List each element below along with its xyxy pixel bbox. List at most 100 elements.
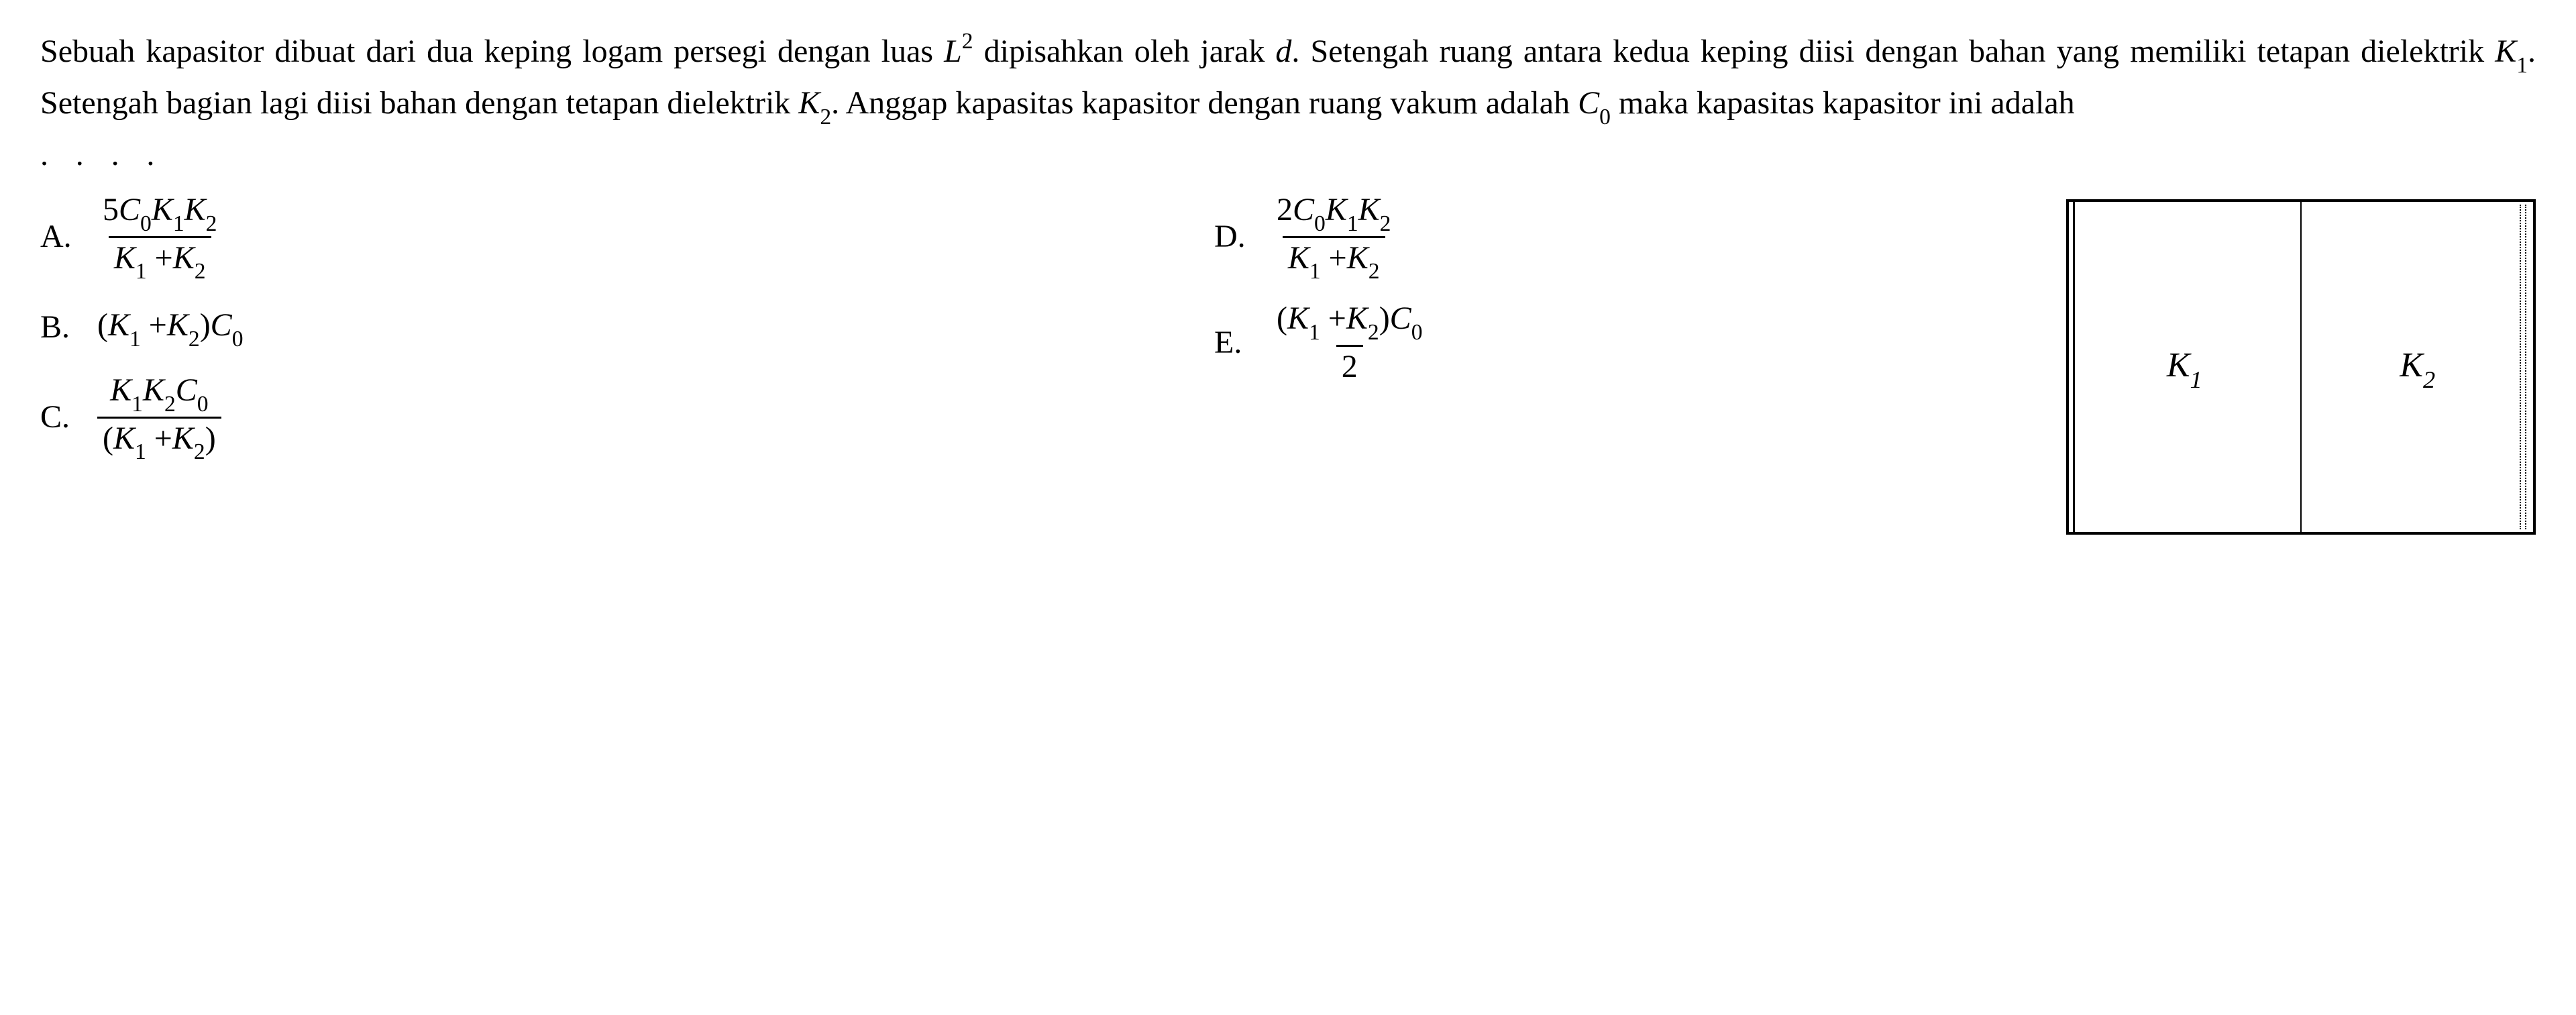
opt-D-num-2: 2 — [1277, 192, 1293, 227]
option-A-denominator: K1 +K2 — [109, 236, 211, 282]
var-L: L — [944, 34, 962, 69]
opt-B-C0-sub: 0 — [232, 327, 244, 352]
opt-D-den-plus: + — [1321, 240, 1347, 276]
capacitor-right-dotted-line-2 — [2525, 205, 2526, 529]
opt-C-den-K1: K — [113, 421, 135, 456]
diag-K2-sub: 2 — [2423, 366, 2435, 393]
opt-C-den-open: ( — [103, 421, 113, 456]
capacitor-diagram-container: K1 K2 — [2066, 199, 2536, 535]
opt-B-C0: C — [211, 307, 232, 343]
option-D-numerator: 2C0K1K2 — [1271, 193, 1396, 236]
option-C-numerator: K1K2C0 — [105, 373, 213, 417]
option-D-letter: D. — [1214, 213, 1254, 261]
diag-K1-K: K — [2167, 346, 2190, 384]
options-container: A. 5C0K1K2 K1 +K2 B. (K1 +K2)C0 C. — [40, 193, 2053, 462]
var-K2: K — [798, 85, 820, 121]
var-C0: C — [1578, 85, 1599, 121]
option-E-letter: E. — [1214, 319, 1254, 367]
opt-A-num-C: C — [119, 192, 140, 227]
option-A-numerator: 5C0K1K2 — [97, 193, 222, 236]
options-column-right: D. 2C0K1K2 K1 +K2 E. (K1 +K2)C0 2 — [1214, 193, 1952, 462]
opt-E-num-close: ) — [1379, 301, 1390, 336]
capacitor-left-plate-line — [2073, 202, 2075, 532]
opt-C-den-K2: K — [172, 421, 194, 456]
opt-C-den-K2-sub: 2 — [194, 439, 205, 464]
opt-B-K1-sub: 1 — [129, 327, 141, 352]
option-E-numerator: (K1 +K2)C0 — [1271, 301, 1428, 345]
opt-E-num-plus: + — [1320, 301, 1346, 336]
option-C-denominator: (K1 +K2) — [97, 417, 221, 462]
opt-E-num-K2-sub: 2 — [1368, 320, 1379, 345]
opt-A-num-K1-sub: 1 — [173, 211, 184, 236]
opt-D-den-K2-sub: 2 — [1368, 259, 1380, 284]
opt-C-num-K1-sub: 1 — [131, 392, 143, 417]
opt-B-K1: K — [108, 307, 129, 343]
opt-C-den-close: ) — [205, 421, 216, 456]
opt-C-num-K1: K — [110, 372, 131, 408]
opt-B-K2-sub: 2 — [189, 327, 200, 352]
option-A: A. 5C0K1K2 K1 +K2 — [40, 193, 1214, 281]
diag-K2-K: K — [2400, 346, 2423, 384]
opt-A-num-K2: K — [184, 192, 206, 227]
opt-D-num-K1-sub: 1 — [1347, 211, 1358, 236]
opt-D-den-K1-sub: 1 — [1309, 259, 1321, 284]
text-part-6: maka kapasitas kapasitor ini adalah — [1611, 85, 2075, 121]
opt-C-num-C0: C — [176, 372, 197, 408]
opt-B-K2: K — [167, 307, 189, 343]
opt-B-plus: + — [141, 307, 167, 343]
option-D: D. 2C0K1K2 K1 +K2 — [1214, 193, 1952, 281]
opt-C-den-plus: + — [146, 421, 172, 456]
option-A-fraction: 5C0K1K2 K1 +K2 — [97, 193, 222, 281]
option-B-letter: B. — [40, 303, 80, 352]
option-D-fraction: 2C0K1K2 K1 +K2 — [1271, 193, 1396, 281]
opt-A-den-plus: + — [147, 240, 173, 276]
option-B-expression: (K1 +K2)C0 — [97, 301, 243, 353]
option-C-letter: C. — [40, 393, 80, 441]
text-part-5: . Anggap kapasitas kapasitor dengan ruan… — [831, 85, 1578, 121]
option-E-denominator: 2 — [1336, 345, 1363, 385]
option-C: C. K1K2C0 (K1 +K2) — [40, 373, 1214, 462]
sup-2: 2 — [962, 29, 973, 54]
opt-D-num-K2: K — [1358, 192, 1380, 227]
opt-D-den-K2: K — [1347, 240, 1368, 276]
sub-0: 0 — [1599, 105, 1611, 129]
option-B: B. (K1 +K2)C0 — [40, 301, 1214, 353]
opt-D-num-K2-sub: 2 — [1380, 211, 1391, 236]
sub-1: 1 — [2516, 53, 2528, 78]
text-part-1: Sebuah kapasitor dibuat dari dua keping … — [40, 34, 944, 69]
opt-A-num-5: 5 — [103, 192, 119, 227]
diagram-label-K2: K2 — [2400, 339, 2435, 394]
opt-D-num-C: C — [1293, 192, 1314, 227]
opt-A-den-K1-sub: 1 — [136, 259, 147, 284]
question-text: Sebuah kapasitor dibuat dari dua keping … — [40, 27, 2536, 179]
text-part-2: dipisahkan oleh jarak — [973, 34, 1276, 69]
opt-C-num-K2-sub: 2 — [164, 392, 176, 417]
opt-C-num-K2: K — [143, 372, 164, 408]
opt-B-open: ( — [97, 307, 108, 343]
opt-A-num-C-sub: 0 — [140, 211, 152, 236]
diag-K1-sub: 1 — [2190, 366, 2202, 393]
opt-C-num-C0-sub: 0 — [197, 392, 209, 417]
capacitor-left-half: K1 — [2069, 202, 2300, 532]
opt-C-den-K1-sub: 1 — [135, 439, 146, 464]
opt-D-num-C-sub: 0 — [1314, 211, 1326, 236]
opt-E-num-K1: K — [1287, 301, 1309, 336]
text-part-3: . Setengah ruang antara kedua keping dii… — [1291, 34, 2495, 69]
opt-B-close: ) — [200, 307, 211, 343]
opt-A-den-K1: K — [114, 240, 136, 276]
sub-2: 2 — [820, 105, 831, 129]
ellipsis-dots: . . . . — [40, 137, 164, 172]
option-A-letter: A. — [40, 213, 80, 261]
opt-E-num-C0-sub: 0 — [1411, 320, 1423, 345]
options-column-left: A. 5C0K1K2 K1 +K2 B. (K1 +K2)C0 C. — [40, 193, 1214, 462]
var-K1: K — [2495, 34, 2516, 69]
capacitor-diagram: K1 K2 — [2066, 199, 2536, 535]
opt-E-num-K1-sub: 1 — [1309, 320, 1320, 345]
opt-A-num-K1: K — [152, 192, 173, 227]
opt-A-den-K2-sub: 2 — [195, 259, 206, 284]
option-D-denominator: K1 +K2 — [1283, 236, 1385, 282]
capacitor-right-half: K2 — [2302, 202, 2533, 532]
opt-A-num-K2-sub: 2 — [206, 211, 217, 236]
opt-A-den-K2: K — [173, 240, 195, 276]
content-row: A. 5C0K1K2 K1 +K2 B. (K1 +K2)C0 C. — [40, 193, 2536, 535]
